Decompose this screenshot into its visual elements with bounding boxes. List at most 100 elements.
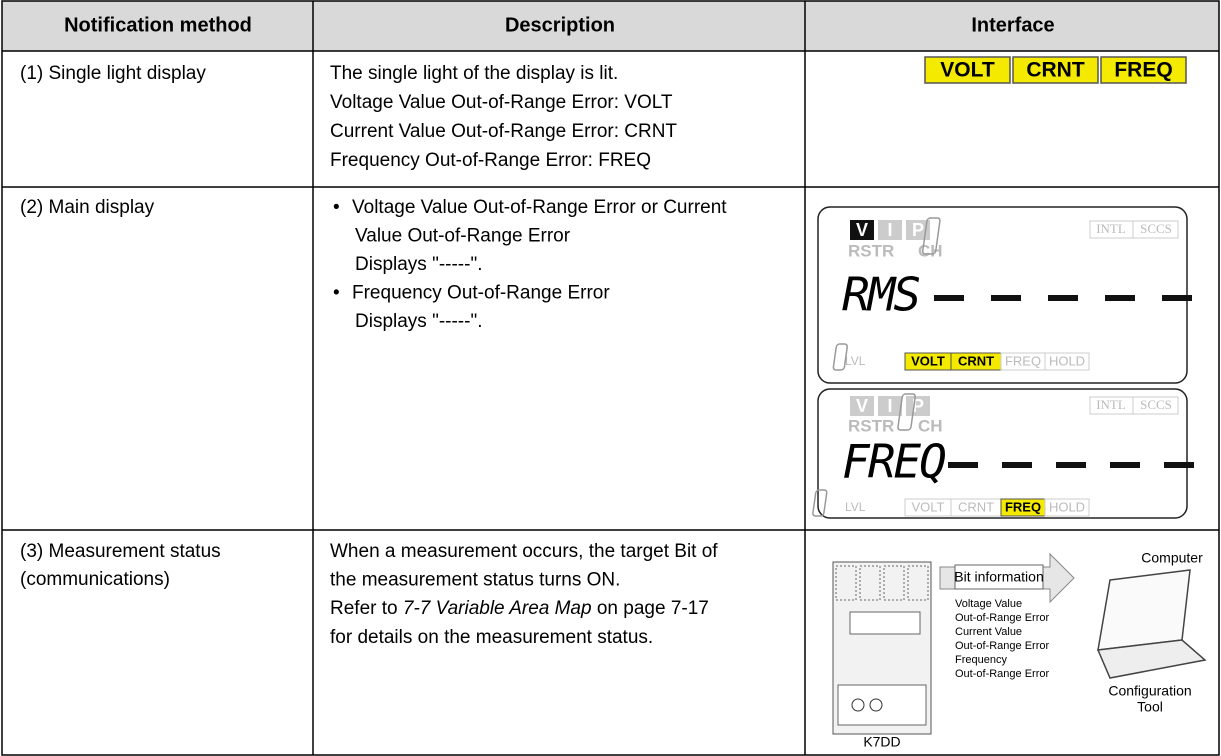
channel-box bbox=[878, 396, 902, 416]
text: Displays "-----". bbox=[355, 254, 482, 275]
header-bg bbox=[2, 1, 1219, 51]
channel-box bbox=[850, 396, 874, 416]
error-label: Out-of-Range Error bbox=[955, 640, 1049, 652]
flag-box bbox=[1089, 396, 1179, 415]
indicator bbox=[924, 56, 1011, 84]
port bbox=[869, 698, 883, 712]
error-label: Frequency bbox=[955, 654, 1007, 666]
channel-box bbox=[878, 220, 902, 240]
error-label: Current Value bbox=[955, 626, 1022, 638]
main-value: FREQ bbox=[842, 435, 945, 489]
channel-label: V bbox=[856, 220, 868, 240]
bullet: • bbox=[333, 283, 340, 304]
text: (1) Single light display bbox=[20, 63, 206, 84]
text: the measurement status turns ON. bbox=[330, 570, 620, 591]
status-label: CRNT bbox=[958, 499, 994, 514]
terminal bbox=[859, 565, 881, 601]
channel-box bbox=[906, 220, 930, 240]
text: for details on the measurement status. bbox=[330, 627, 653, 648]
dash bbox=[1105, 295, 1135, 301]
indicator-label: VOLT bbox=[940, 59, 995, 82]
flag-box bbox=[1089, 220, 1179, 239]
text: Displays "-----". bbox=[355, 311, 482, 332]
dash bbox=[1048, 295, 1078, 301]
header-cell: Notification method bbox=[64, 14, 252, 36]
dash bbox=[934, 295, 964, 301]
flag: INTL bbox=[1096, 397, 1126, 412]
dash bbox=[1164, 462, 1194, 468]
main-value: RMS bbox=[842, 268, 919, 322]
text: Voltage Value Out-of-Range Error: VOLT bbox=[330, 92, 673, 113]
lvl: LVL bbox=[845, 354, 866, 368]
computer-label: Computer bbox=[1141, 550, 1203, 566]
segment-digit bbox=[832, 343, 849, 371]
port bbox=[851, 698, 865, 712]
status-label: CRNT bbox=[958, 353, 994, 368]
indicator-label: CRNT bbox=[1026, 59, 1084, 82]
status-label: HOLD bbox=[1049, 499, 1085, 514]
header-cell: Description bbox=[505, 14, 615, 36]
terminal bbox=[835, 565, 857, 601]
terminal bbox=[883, 565, 905, 601]
laptop-base bbox=[1096, 639, 1207, 679]
display-panel bbox=[817, 388, 1188, 519]
status-label: VOLT bbox=[912, 499, 945, 514]
laptop-screen bbox=[1097, 569, 1191, 651]
indicator bbox=[1012, 56, 1099, 84]
dash bbox=[1162, 295, 1192, 301]
text: Frequency Out-of-Range Error: FREQ bbox=[330, 150, 651, 171]
status-label: FREQ bbox=[1005, 499, 1041, 514]
ref-part: on page 7-17 bbox=[592, 598, 709, 619]
status-label: FREQ bbox=[1005, 353, 1041, 368]
text: Value Out-of-Range Error bbox=[355, 226, 571, 247]
channel-label: I bbox=[887, 396, 892, 416]
status-label: VOLT bbox=[911, 353, 945, 368]
channel-label: P bbox=[912, 220, 924, 240]
text: (2) Main display bbox=[20, 197, 155, 218]
dash bbox=[1056, 462, 1086, 468]
channel-label: I bbox=[887, 220, 892, 240]
text: (communications) bbox=[20, 569, 170, 590]
rstr: RSTR bbox=[848, 241, 894, 260]
content: (1) Single light display The single light… bbox=[20, 56, 1207, 750]
status-box bbox=[1044, 498, 1090, 517]
ref-part: 7-7 Variable Area Map bbox=[403, 598, 592, 619]
reference: Refer to 7-7 Variable Area Map on page 7… bbox=[330, 598, 709, 619]
channel-box bbox=[850, 220, 874, 240]
text: The single light of the display is lit. bbox=[330, 63, 618, 84]
arrow-box bbox=[954, 564, 1044, 590]
indicator-label: FREQ bbox=[1114, 59, 1172, 82]
status-label: HOLD bbox=[1049, 353, 1085, 368]
error-label: Voltage Value bbox=[955, 598, 1022, 610]
text: (3) Measurement status bbox=[20, 541, 221, 562]
flag: INTL bbox=[1096, 221, 1126, 236]
text: When a measurement occurs, the target Bi… bbox=[330, 541, 718, 562]
indicator bbox=[1100, 56, 1187, 84]
error-label: Out-of-Range Error bbox=[955, 612, 1049, 624]
segment-digit bbox=[897, 393, 916, 431]
ch: CH bbox=[918, 416, 943, 435]
arrow-label: Bit information bbox=[954, 569, 1043, 585]
terminal bbox=[907, 565, 929, 601]
dash bbox=[948, 462, 978, 468]
text: Voltage Value Out-of-Range Error or Curr… bbox=[352, 197, 727, 218]
channel-label: V bbox=[856, 396, 868, 416]
lvl: LVL bbox=[845, 500, 866, 514]
ch: CH bbox=[918, 241, 943, 260]
device-label: K7DD bbox=[863, 734, 900, 750]
tool-label: Tool bbox=[1137, 699, 1163, 715]
segment-digit bbox=[812, 489, 828, 517]
dash bbox=[1110, 462, 1140, 468]
channel-box bbox=[906, 396, 930, 416]
segment-digit bbox=[921, 217, 941, 255]
error-label: Out-of-Range Error bbox=[955, 668, 1049, 680]
tool-label: Configuration bbox=[1108, 683, 1191, 699]
rstr: RSTR bbox=[848, 416, 894, 435]
text: Frequency Out-of-Range Error bbox=[352, 283, 610, 304]
text: Current Value Out-of-Range Error: CRNT bbox=[330, 121, 677, 142]
flag: SCCS bbox=[1140, 221, 1172, 236]
bullet: • bbox=[333, 197, 340, 218]
flag: SCCS bbox=[1140, 397, 1172, 412]
